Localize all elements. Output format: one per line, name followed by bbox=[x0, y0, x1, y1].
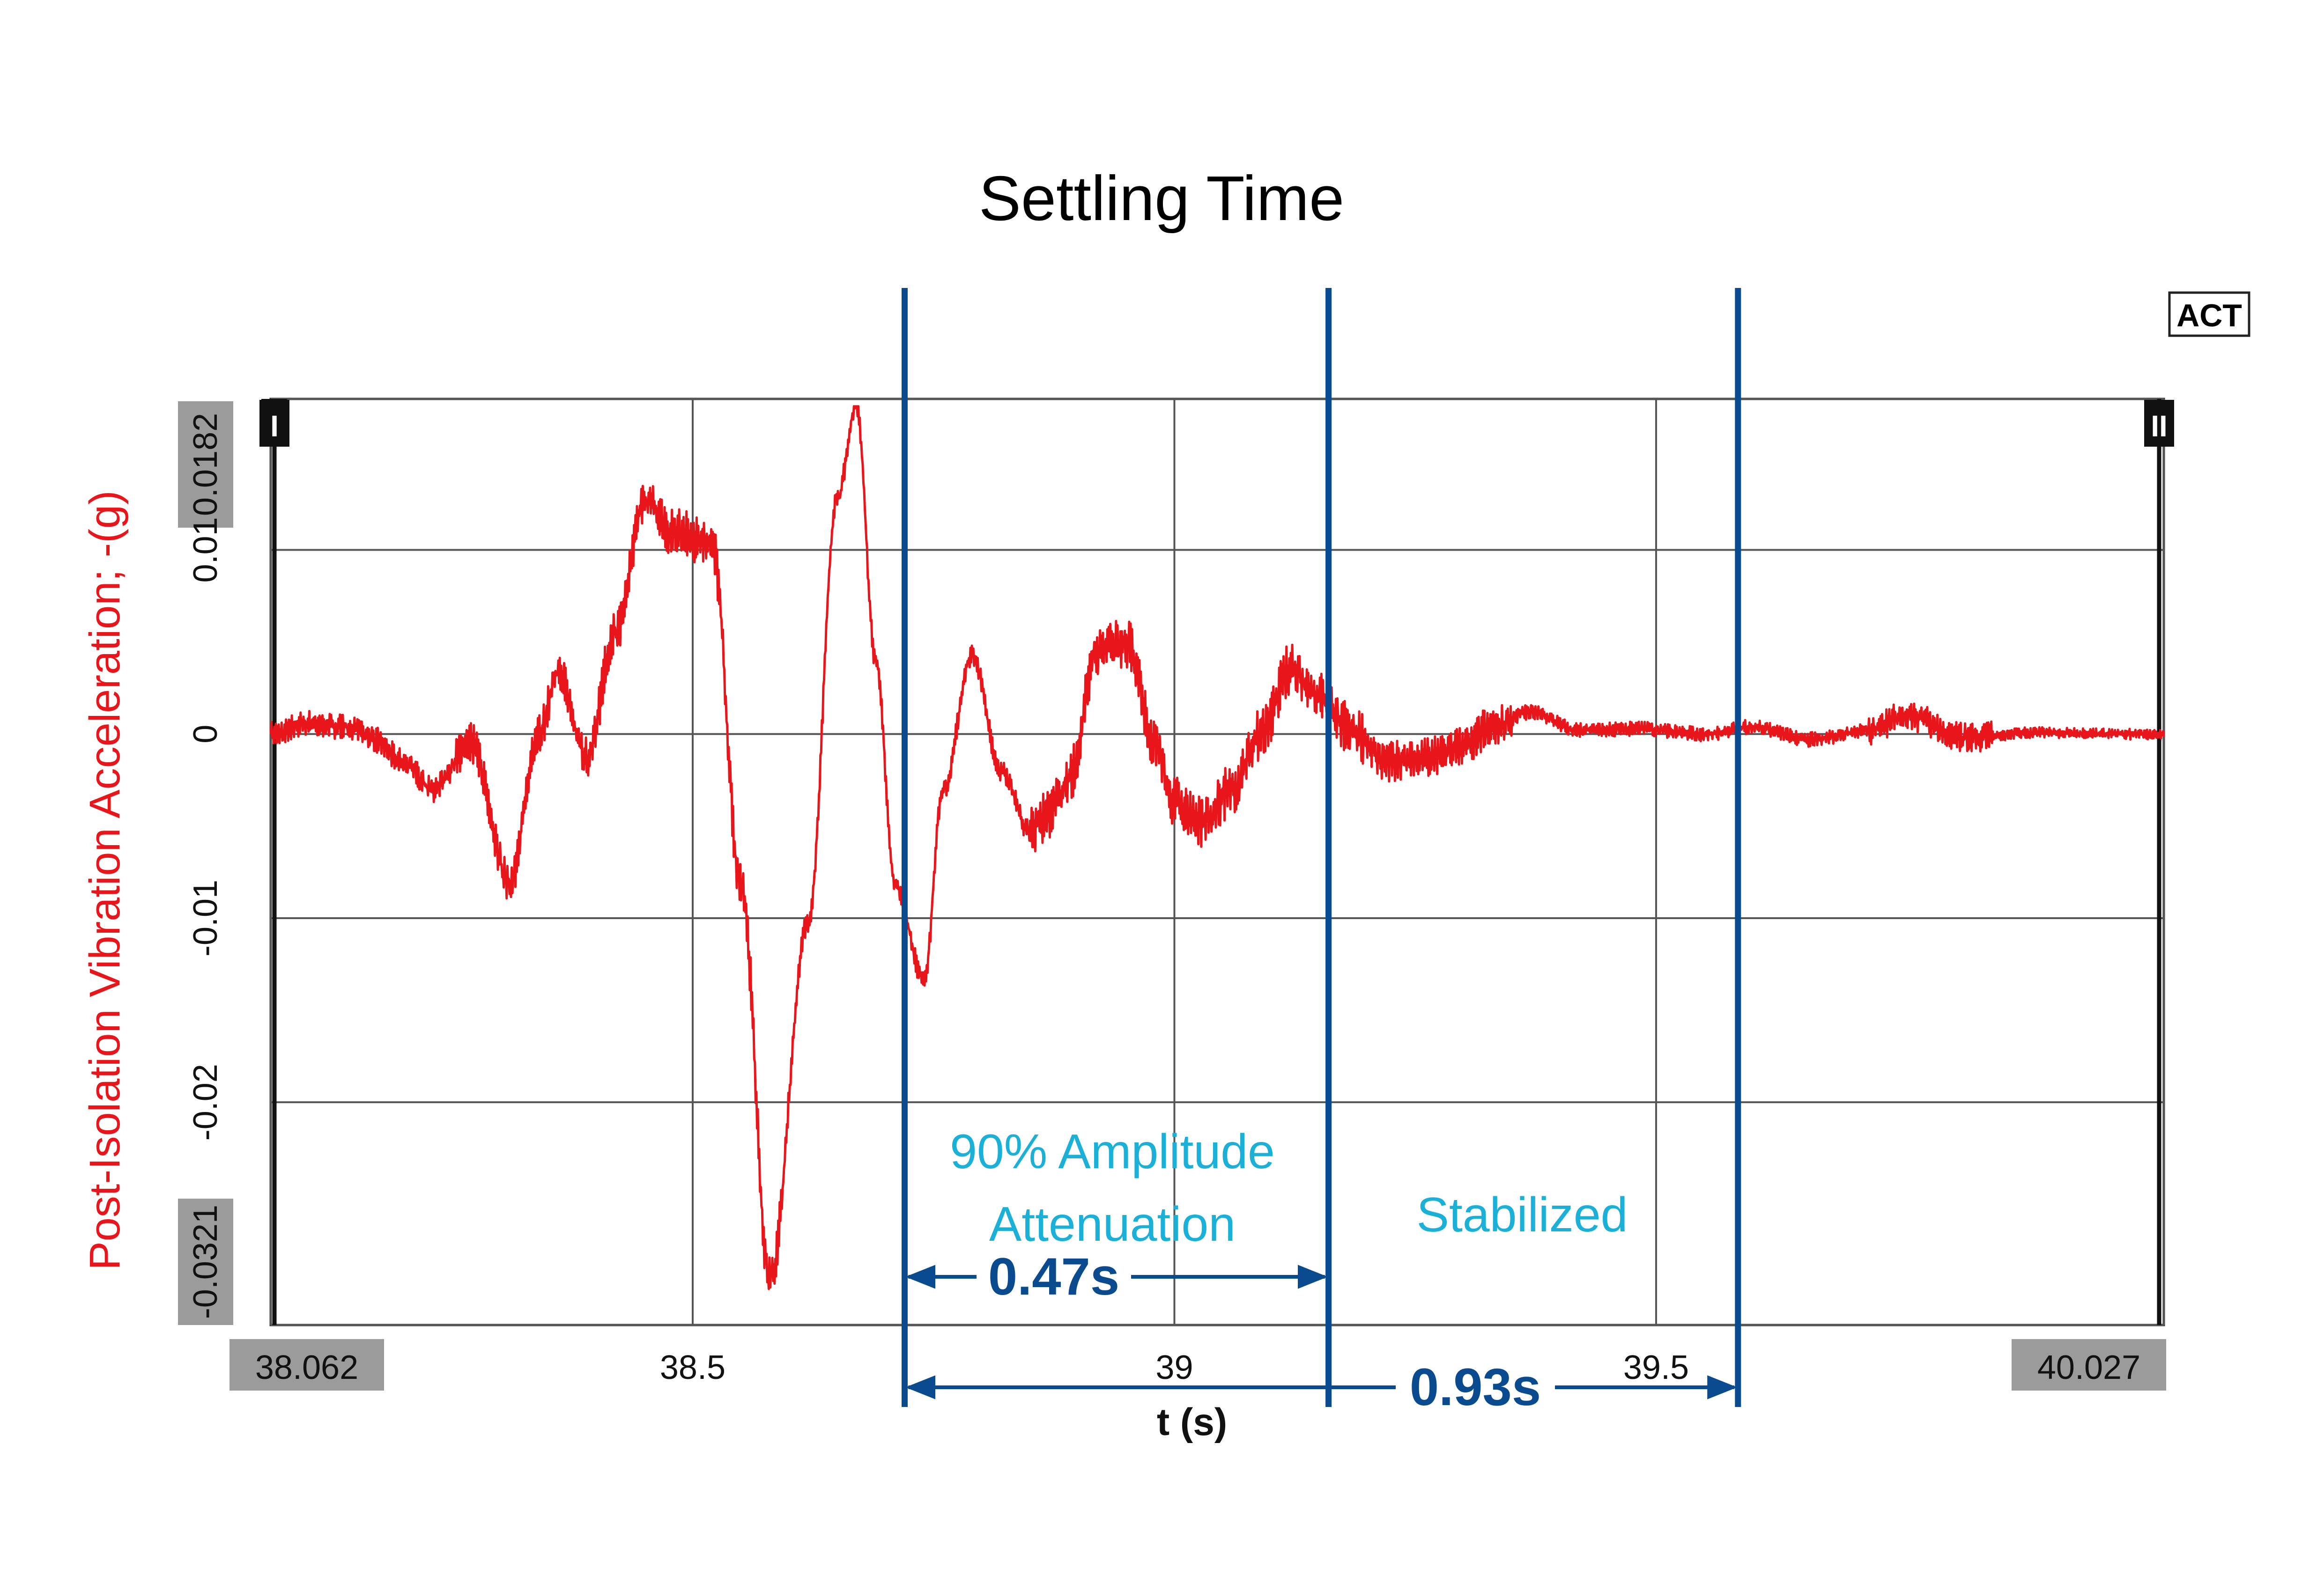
x-tick-label: 39.5 bbox=[1623, 1349, 1689, 1386]
x-axis-label: t (s) bbox=[1157, 1401, 1227, 1443]
settling-markers: 0.47s 0.93s bbox=[902, 288, 1741, 1416]
x-axis-ticks: 38.062 38.5 39 39.5 40.027 bbox=[229, 1339, 2166, 1391]
y-axis-label: Post-Isolation Vibration Acceleration; -… bbox=[81, 490, 129, 1270]
annotation-2: Attenuation bbox=[989, 1197, 1236, 1252]
measurement-cursors[interactable]: I II bbox=[259, 399, 2174, 1325]
plot-area bbox=[269, 398, 2165, 1326]
annotation-1: 90% Amplitude bbox=[950, 1125, 1275, 1179]
x-tick-label: 40.027 bbox=[2037, 1349, 2140, 1386]
y-tick-label: -0.0321 bbox=[187, 1205, 224, 1319]
y-tick-label: 0.0182 bbox=[187, 413, 224, 516]
act-badge: ACT bbox=[2168, 291, 2250, 337]
cursor-left-label: I bbox=[270, 409, 279, 443]
y-tick-box bbox=[178, 401, 233, 528]
y-tick-label: 0 bbox=[187, 725, 224, 744]
y-tick-label: -0.02 bbox=[187, 1064, 224, 1141]
signal-line bbox=[269, 405, 2165, 1290]
y-tick-label: -0.01 bbox=[187, 880, 224, 957]
duration-label-2: 0.93s bbox=[1410, 1358, 1541, 1416]
cursor-right-label: II bbox=[2151, 409, 2168, 443]
chart-title: Settling Time bbox=[979, 163, 1344, 234]
duration-label-1: 0.47s bbox=[988, 1247, 1119, 1306]
duration-label-bg-1 bbox=[977, 1243, 1131, 1298]
x-tick-box bbox=[2012, 1339, 2166, 1391]
annotation-3: Stabilized bbox=[1417, 1188, 1628, 1242]
plot-border bbox=[269, 398, 2165, 1326]
grid bbox=[270, 398, 2165, 1326]
x-tick-label: 38.5 bbox=[660, 1349, 725, 1386]
cursor-right-handle[interactable] bbox=[2144, 400, 2174, 447]
x-tick-label: 39 bbox=[1155, 1349, 1193, 1386]
x-tick-label: 38.062 bbox=[255, 1349, 358, 1386]
y-tick-box bbox=[178, 1199, 233, 1325]
act-badge-label: ACT bbox=[2176, 298, 2242, 333]
duration-label-bg-2 bbox=[1396, 1354, 1555, 1409]
signal-series bbox=[269, 405, 2165, 1290]
annotations: 90% Amplitude Attenuation Stabilized bbox=[950, 1125, 1628, 1252]
x-tick-box bbox=[229, 1339, 384, 1391]
cursor-left-flag bbox=[261, 399, 288, 425]
y-tick-label: 0.01 bbox=[187, 517, 224, 582]
